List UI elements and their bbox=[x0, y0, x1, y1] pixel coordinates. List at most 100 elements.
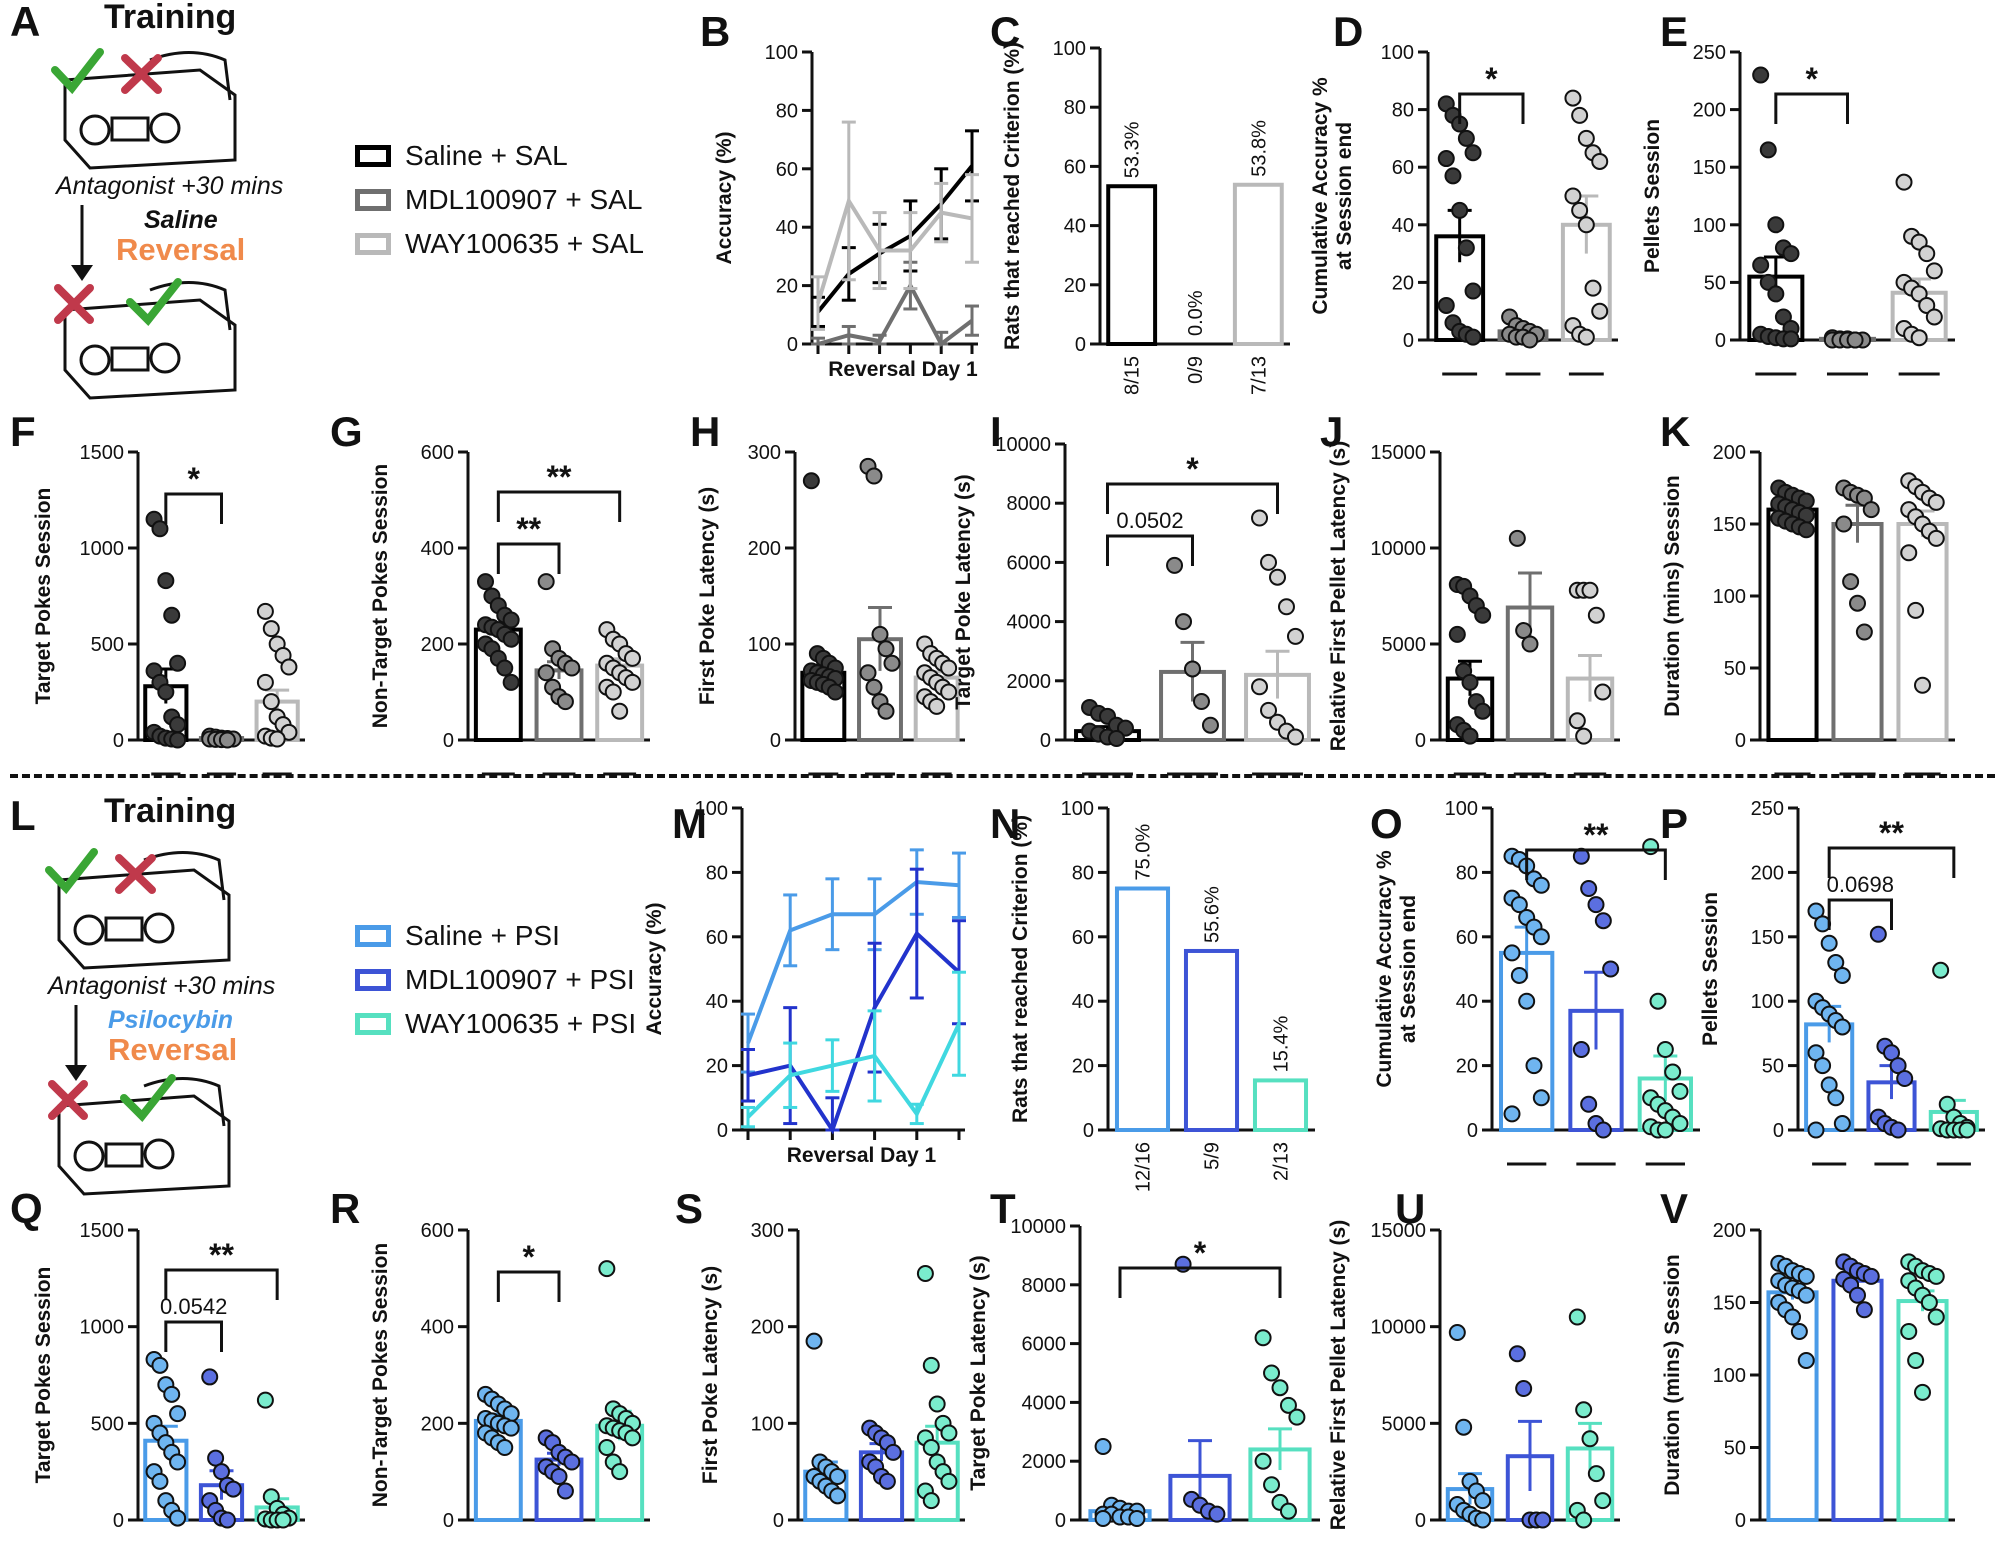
y-tick-label: 1500 bbox=[80, 1220, 125, 1242]
series-line-2 bbox=[816, 196, 973, 304]
data-point bbox=[623, 1429, 641, 1447]
data-point bbox=[1594, 1121, 1612, 1139]
data-point bbox=[1175, 613, 1193, 631]
data-point bbox=[1474, 1511, 1492, 1529]
data-point bbox=[1437, 296, 1455, 314]
data-point bbox=[1128, 1510, 1146, 1528]
data-point bbox=[623, 649, 641, 667]
y-tick-label: 80 bbox=[776, 100, 798, 122]
data-point bbox=[922, 1439, 940, 1456]
data-point bbox=[556, 693, 574, 711]
data-point bbox=[611, 702, 629, 720]
data-point bbox=[169, 716, 187, 734]
y-tick-label: 100 bbox=[748, 634, 781, 656]
y-tick-label: 200 bbox=[1693, 100, 1726, 122]
data-point bbox=[598, 1439, 616, 1456]
data-point bbox=[1584, 279, 1602, 297]
y-tick-label: 150 bbox=[1751, 927, 1784, 949]
y-axis-title: Non-Target Pokes Session bbox=[369, 464, 392, 729]
y-axis-title: Accuracy (%) bbox=[713, 131, 736, 264]
data-point bbox=[1833, 966, 1851, 984]
data-point bbox=[1575, 1511, 1593, 1529]
data-point bbox=[1581, 581, 1599, 599]
x-tick-label: 8/15 bbox=[1122, 356, 1144, 395]
significance-label: ** bbox=[1584, 817, 1609, 853]
data-point bbox=[1842, 573, 1860, 591]
panel-label: J bbox=[1320, 408, 1343, 455]
significance-bracket bbox=[1774, 92, 1849, 124]
panel-label: V bbox=[1660, 1185, 1688, 1232]
panel-label: I bbox=[990, 408, 1002, 455]
data-point bbox=[1518, 992, 1536, 1010]
data-point bbox=[550, 1468, 568, 1485]
y-axis-title: Target Pokes Session bbox=[32, 488, 55, 705]
y-tick-label: 0 bbox=[787, 334, 798, 356]
cross-icon bbox=[48, 1080, 88, 1120]
data-point bbox=[218, 1511, 236, 1529]
chart-panel-k: K 0 50 100 150 200 Duration (mins) Session bbox=[1660, 408, 1955, 776]
data-point bbox=[1790, 1323, 1808, 1340]
data-point bbox=[1820, 934, 1838, 952]
section-divider bbox=[10, 774, 1995, 778]
legend-item: WAY100635 + PSI bbox=[355, 1002, 636, 1046]
panel-label: E bbox=[1660, 8, 1688, 55]
legend-swatch bbox=[355, 1013, 391, 1035]
data-point bbox=[1568, 1308, 1586, 1326]
y-tick-label: 60 bbox=[1064, 156, 1086, 178]
data-point bbox=[1254, 1329, 1272, 1347]
data-point bbox=[1910, 285, 1928, 303]
data-point bbox=[1184, 660, 1201, 678]
data-point bbox=[1807, 902, 1825, 920]
data-point bbox=[163, 606, 181, 624]
data-point bbox=[1444, 167, 1462, 185]
data-point bbox=[604, 683, 622, 701]
data-point bbox=[1656, 1121, 1674, 1139]
chart-panel-o: O 0 20 40 60 80 100 Cumulative Accuracy % at Ses… bbox=[1370, 798, 1700, 1166]
data-point bbox=[1900, 544, 1918, 562]
data-point bbox=[1251, 509, 1269, 527]
data-point bbox=[268, 730, 286, 748]
chart-panel-g: G 0 200 400 600 Non-Target Pokes Session **** bbox=[330, 408, 650, 776]
chart-panel-h: H 0 100 200 300 First Poke Latency (s) bbox=[690, 408, 965, 776]
y-tick-label: 0 bbox=[1735, 1510, 1746, 1532]
series-line-1 bbox=[817, 281, 974, 348]
data-point bbox=[1927, 493, 1945, 511]
data-point bbox=[1532, 928, 1550, 946]
data-point bbox=[1288, 1408, 1306, 1426]
bar bbox=[1232, 182, 1284, 346]
data-point bbox=[151, 520, 169, 538]
series-line-2 bbox=[746, 1022, 961, 1119]
y-tick-label: 0 bbox=[773, 1510, 784, 1532]
data-point bbox=[865, 467, 883, 485]
data-point bbox=[1846, 331, 1864, 349]
data-point bbox=[1591, 152, 1609, 170]
y-tick-label: 10000 bbox=[1370, 1317, 1426, 1339]
y-tick-label: 6000 bbox=[1022, 1334, 1067, 1356]
operant-box-illustration-bottom bbox=[45, 848, 231, 970]
x-tick-label: 7/13 bbox=[1248, 356, 1270, 395]
data-point bbox=[1594, 912, 1612, 930]
data-point bbox=[502, 611, 520, 629]
data-point bbox=[883, 654, 901, 672]
legend-item: MDL100907 + SAL bbox=[355, 178, 644, 222]
chart-panel-q: Q 0 500 1000 1500 Target Pokes Session 0.0542 *… bbox=[10, 1185, 305, 1532]
data-point bbox=[1807, 1121, 1825, 1139]
data-point bbox=[1889, 1121, 1907, 1139]
data-point bbox=[940, 1472, 958, 1490]
data-point bbox=[280, 658, 298, 676]
chart-panel-t: T 0 2000 4000 6000 8000 10000 Target Poke Laten… bbox=[967, 1185, 1320, 1532]
series-line-0 bbox=[816, 164, 974, 314]
data-point bbox=[1107, 730, 1125, 748]
data-point bbox=[1521, 331, 1539, 349]
panel-label: U bbox=[1395, 1185, 1425, 1232]
data-point bbox=[1925, 308, 1943, 326]
data-point bbox=[1914, 676, 1931, 694]
legend-swatch bbox=[355, 969, 391, 991]
y-tick-label: 40 bbox=[1064, 216, 1086, 238]
data-point bbox=[1094, 1438, 1112, 1455]
y-tick-label: 10000 bbox=[1010, 1216, 1066, 1238]
data-point bbox=[1797, 1267, 1815, 1285]
data-point bbox=[502, 630, 520, 648]
training-title-top: Training bbox=[104, 0, 237, 36]
drug-label-top: Saline bbox=[144, 206, 218, 234]
